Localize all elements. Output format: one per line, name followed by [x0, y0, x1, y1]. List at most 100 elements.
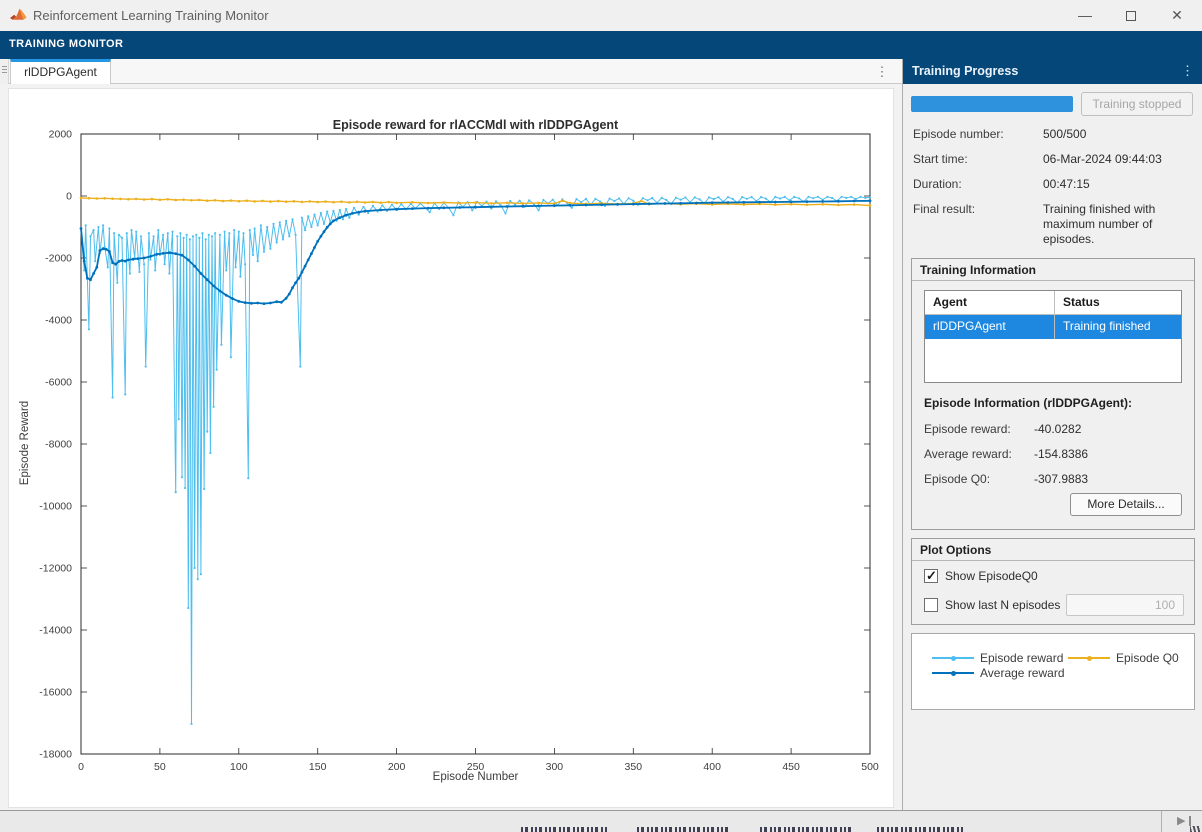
training-information-group: Training Information Agent Status rlDDPG… — [911, 258, 1195, 530]
svg-text:-2000: -2000 — [45, 253, 72, 265]
tab-rlddpgagent[interactable]: rlDDPGAgent — [10, 59, 111, 84]
svg-text:-6000: -6000 — [45, 377, 72, 389]
plot-options-title: Plot Options — [912, 539, 1194, 561]
field-value: -40.0282 — [1034, 422, 1082, 436]
tabstrip-menu-icon[interactable]: ⋮ — [875, 64, 889, 79]
cell-agent: rlDDPGAgent — [925, 315, 1055, 339]
figure-canvas: Episode reward for rlACCMdl with rlDDPGA… — [8, 88, 894, 808]
svg-text:400: 400 — [703, 761, 721, 773]
field-value: 00:47:15 — [1043, 177, 1090, 191]
start-time-row: Start time: 06-Mar-2024 09:44:03 — [913, 152, 1195, 167]
field-label: Duration: — [913, 177, 962, 191]
svg-text:-10000: -10000 — [39, 501, 72, 513]
agents-table: Agent Status rlDDPGAgent Training finish… — [924, 290, 1182, 383]
field-label: Start time: — [913, 152, 968, 166]
svg-text:500: 500 — [861, 761, 879, 773]
training-progress-panel: Training Progress ⋮ Training stopped Epi… — [902, 59, 1202, 810]
episode-reward-line-swatch — [932, 655, 974, 661]
svg-text:200: 200 — [388, 761, 406, 773]
panel-menu-icon[interactable]: ⋮ — [1181, 63, 1194, 78]
minimize-button[interactable]: — — [1078, 7, 1092, 23]
field-value: -307.9883 — [1034, 472, 1089, 486]
legend-box: Episode reward Average reward Episode Q0 — [911, 633, 1195, 710]
field-label: Episode reward: — [924, 422, 1011, 436]
training-progress-bar — [911, 96, 1073, 112]
svg-text:250: 250 — [467, 761, 485, 773]
plot-svg: 2000 0 -2000 -4000 -6000 -8000 -10000 -12000 -14… — [39, 129, 879, 774]
window-title: Reinforcement Learning Training Monitor — [33, 8, 269, 23]
status-bar: ▶ — [0, 810, 1202, 832]
field-label: Final result: — [913, 202, 976, 216]
episode-q0-line-swatch — [1068, 655, 1110, 661]
matlab-logo-icon — [10, 8, 27, 20]
checkbox-label: Show last N episodes — [945, 598, 1061, 612]
skip-to-end-icon[interactable]: ▶ — [1177, 814, 1195, 829]
svg-text:-12000: -12000 — [39, 563, 72, 575]
svg-text:-16000: -16000 — [39, 687, 72, 699]
show-last-n-checkbox[interactable] — [924, 598, 938, 612]
episode-info-title: Episode Information (rlDDPGAgent): — [924, 396, 1132, 410]
field-label: Episode Q0: — [924, 472, 991, 486]
table-header-row: Agent Status — [925, 291, 1181, 315]
field-label: Average reward: — [924, 447, 1012, 461]
svg-text:0: 0 — [66, 191, 72, 203]
field-value: Training finished with maximum number of… — [1043, 202, 1156, 246]
close-button[interactable]: ✕ — [1171, 7, 1183, 23]
panel-title: Training Progress — [912, 64, 1019, 78]
show-episodeq0-checkbox[interactable]: ✓ — [924, 568, 938, 583]
toolstrip: TRAINING MONITOR — [0, 31, 1202, 59]
training-stopped-button[interactable]: Training stopped — [1081, 92, 1193, 116]
svg-text:-14000: -14000 — [39, 625, 72, 637]
field-value: -154.8386 — [1034, 447, 1089, 461]
col-header-status: Status — [1063, 295, 1100, 309]
field-value: 06-Mar-2024 09:44:03 — [1043, 152, 1162, 166]
x-axis-label: Episode Number — [432, 771, 519, 783]
background-text-artifact — [521, 827, 607, 832]
svg-text:100: 100 — [230, 761, 248, 773]
table-row[interactable]: rlDDPGAgent Training finished — [925, 315, 1181, 339]
checkbox-label: Show EpisodeQ0 — [945, 569, 1038, 583]
maximize-icon — [1126, 11, 1136, 22]
svg-text:300: 300 — [546, 761, 564, 773]
average-reward-row: Average reward: -154.8386 — [924, 447, 1186, 461]
background-text-artifact — [760, 827, 854, 832]
panel-header: Training Progress ⋮ — [903, 59, 1202, 84]
svg-text:150: 150 — [309, 761, 327, 773]
statusbar-divider — [1161, 811, 1162, 832]
episode-q0-row: Episode Q0: -307.9883 — [924, 472, 1186, 486]
tab-training-monitor[interactable]: TRAINING MONITOR — [9, 38, 124, 50]
svg-text:50: 50 — [154, 761, 166, 773]
col-header-agent: Agent — [925, 291, 1055, 314]
field-label: Episode number: — [913, 127, 1004, 141]
plot-options-group: Plot Options ✓ Show EpisodeQ0 Show last … — [911, 538, 1195, 625]
training-information-title: Training Information — [912, 259, 1194, 281]
average-reward-line-swatch — [932, 670, 974, 676]
final-result-row: Final result: Training finished with max… — [913, 202, 1195, 246]
progress-fill — [911, 96, 1073, 112]
cell-status: Training finished — [1063, 319, 1151, 333]
plot-title: Episode reward for rlACCMdl with rlDDPGA… — [332, 118, 619, 132]
check-icon: ✓ — [926, 568, 937, 583]
maximize-button[interactable] — [1111, 0, 1151, 31]
more-details-button[interactable]: More Details... — [1070, 493, 1182, 516]
field-value: 500/500 — [1043, 127, 1087, 141]
svg-text:450: 450 — [782, 761, 800, 773]
svg-text:2000: 2000 — [49, 129, 73, 141]
svg-text:-4000: -4000 — [45, 315, 72, 327]
duration-row: Duration: 00:47:15 — [913, 177, 1195, 192]
n-episodes-input[interactable] — [1066, 594, 1184, 616]
svg-text:350: 350 — [625, 761, 643, 773]
svg-text:-18000: -18000 — [39, 749, 72, 761]
title-bar: Reinforcement Learning Training Monitor … — [0, 0, 1202, 31]
document-area: Episode reward for rlACCMdl with rlDDPGA… — [0, 84, 902, 810]
document-tab-strip: rlDDPGAgent ⋮ — [0, 59, 902, 84]
episode-number-row: Episode number: 500/500 — [913, 127, 1195, 142]
svg-text:-8000: -8000 — [45, 439, 72, 451]
tab-grip-icon[interactable] — [0, 59, 9, 84]
background-text-artifact — [637, 827, 731, 832]
episode-reward-row: Episode reward: -40.0282 — [924, 422, 1186, 436]
background-text-artifact — [1190, 826, 1200, 832]
y-axis-label: Episode Reward — [19, 400, 31, 486]
background-text-artifact — [877, 827, 963, 832]
